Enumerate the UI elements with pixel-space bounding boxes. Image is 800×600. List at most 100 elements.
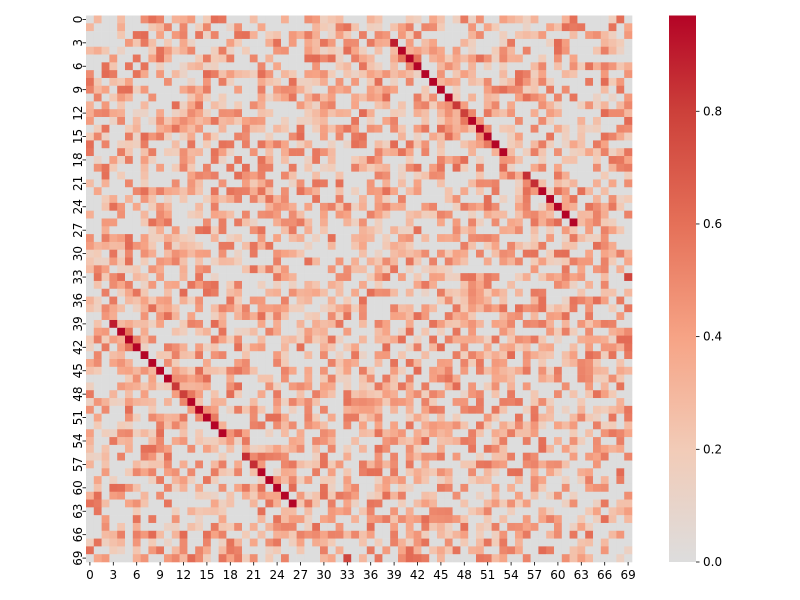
heatmap-cell (179, 351, 188, 360)
heatmap-cell (109, 343, 118, 352)
heatmap-cell (429, 257, 438, 266)
heatmap-cell (429, 218, 438, 227)
heatmap-cell (242, 15, 251, 24)
heatmap-cell (491, 304, 500, 313)
heatmap-cell (421, 195, 430, 204)
heatmap-cell (125, 335, 134, 344)
heatmap-cell (600, 444, 609, 453)
heatmap-cell (515, 296, 524, 305)
heatmap-cell (226, 483, 235, 493)
heatmap-cell (624, 288, 633, 297)
y-tick-label: 0 (71, 16, 85, 24)
heatmap-cell (156, 429, 165, 438)
heatmap-cell (335, 476, 344, 485)
heatmap-cell (429, 382, 438, 391)
heatmap-cell (125, 538, 134, 547)
heatmap-cell (210, 437, 219, 446)
heatmap-cell (234, 359, 243, 368)
heatmap-cell (569, 210, 578, 219)
heatmap-cell (593, 93, 602, 102)
heatmap-cell (164, 359, 173, 368)
heatmap-cell (577, 38, 586, 48)
heatmap-cell (429, 202, 438, 211)
heatmap-cell (616, 109, 625, 118)
heatmap-cell (140, 249, 149, 258)
heatmap-cell (593, 437, 602, 446)
heatmap-cell (109, 93, 118, 102)
heatmap-cell (600, 452, 609, 461)
heatmap-cell (429, 273, 438, 282)
heatmap-cell (320, 382, 329, 391)
heatmap-cell (312, 116, 321, 126)
heatmap-cell (335, 327, 344, 336)
heatmap-cell (265, 507, 274, 516)
heatmap-cell (187, 265, 196, 274)
heatmap-cell (109, 312, 118, 321)
heatmap-cell (468, 241, 477, 251)
heatmap-cell (117, 374, 126, 383)
heatmap-cell (530, 312, 539, 321)
heatmap-cell (382, 421, 391, 430)
heatmap-cell (452, 265, 461, 274)
heatmap-cell (109, 54, 118, 63)
heatmap-cell (351, 359, 360, 368)
heatmap-cell (546, 374, 555, 383)
heatmap-cell (437, 70, 446, 79)
heatmap-cell (296, 366, 305, 375)
heatmap-cell (624, 499, 633, 508)
heatmap-cell (156, 312, 165, 321)
heatmap-cell (265, 398, 274, 407)
heatmap-cell (421, 163, 430, 172)
heatmap-cell (117, 156, 126, 165)
heatmap-cell (538, 179, 547, 188)
heatmap-cell (600, 171, 609, 180)
heatmap-cell (593, 359, 602, 368)
heatmap-cell (624, 202, 633, 211)
heatmap-cell (125, 218, 134, 227)
heatmap-cell (491, 483, 500, 493)
heatmap-cell (257, 171, 266, 180)
heatmap-cell (273, 319, 282, 329)
heatmap-cell (101, 554, 110, 563)
heatmap-cell (210, 179, 219, 188)
heatmap-cell (117, 148, 126, 157)
heatmap-cell (93, 70, 102, 79)
heatmap-cell (569, 265, 578, 274)
heatmap-cell (608, 429, 617, 438)
heatmap-cell (288, 187, 297, 196)
heatmap-cell (577, 234, 586, 243)
heatmap-cell (452, 468, 461, 477)
heatmap-cell (203, 124, 212, 133)
heatmap-cell (265, 93, 274, 102)
heatmap-cell (429, 437, 438, 446)
heatmap-cell (421, 156, 430, 165)
heatmap-cell (296, 187, 305, 196)
heatmap-cell (515, 280, 524, 290)
heatmap-cell (288, 23, 297, 32)
heatmap-cell (265, 187, 274, 196)
heatmap-cell (616, 148, 625, 157)
heatmap-cell (226, 522, 235, 532)
heatmap-cell (398, 62, 407, 71)
heatmap-cell (398, 413, 407, 422)
heatmap-cell (101, 366, 110, 375)
heatmap-cell (359, 23, 368, 32)
heatmap-cell (593, 288, 602, 297)
heatmap-cell (538, 405, 547, 414)
heatmap-cell (515, 93, 524, 102)
heatmap-cell (569, 23, 578, 32)
heatmap-cell (312, 296, 321, 305)
heatmap-cell (320, 288, 329, 297)
heatmap-cell (257, 335, 266, 344)
heatmap-cell (273, 483, 282, 493)
heatmap-cell (366, 46, 375, 55)
heatmap-cell (195, 366, 204, 375)
heatmap-cell (210, 187, 219, 196)
heatmap-cell (437, 491, 446, 500)
heatmap-cell (499, 499, 508, 508)
heatmap-cell (117, 507, 126, 516)
heatmap-cell (460, 179, 469, 188)
heatmap-cell (444, 296, 453, 305)
heatmap-cell (476, 210, 485, 219)
heatmap-cell (327, 171, 336, 180)
